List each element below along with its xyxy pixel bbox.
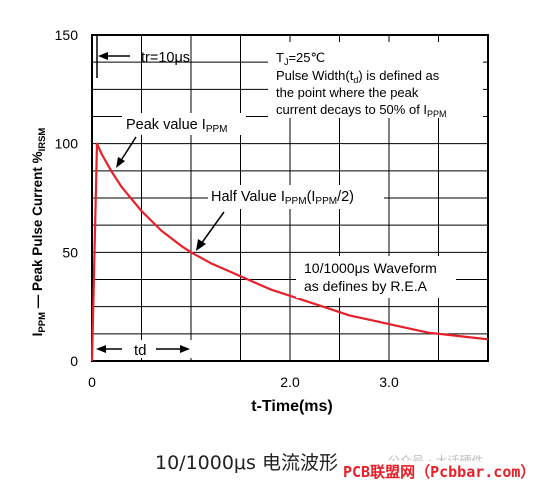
chart-frame bbox=[91, 34, 489, 362]
info-line-3: the point where the peak bbox=[276, 85, 419, 100]
series-layer bbox=[90, 142, 489, 362]
info-box bbox=[268, 42, 483, 118]
y-axis-title: IPPM — Peak Pulse Current %IRSM bbox=[30, 128, 48, 337]
y-tick-label: 50 bbox=[62, 244, 78, 260]
peak-value-label: Peak value IPPM bbox=[126, 117, 227, 135]
peak-label-bg bbox=[122, 113, 246, 135]
td-label: td bbox=[134, 342, 147, 359]
info-line-2: Pulse Width(td) is defined as bbox=[276, 68, 440, 85]
tr-label: tr=10μs bbox=[141, 50, 190, 66]
site-watermark: PCB联盟网（Pcbbar.com） bbox=[341, 461, 538, 482]
x-axis-title: t-Time(ms) bbox=[251, 398, 333, 415]
x-tick-label: 0 bbox=[88, 374, 96, 390]
td-arrowhead-left bbox=[96, 345, 106, 353]
half-value-label: Half Value IPPM(IPPM/2) bbox=[211, 189, 354, 207]
half-pointer-head bbox=[196, 239, 206, 251]
peak-pointer-head bbox=[116, 157, 125, 168]
waveform-label-bg bbox=[296, 256, 456, 298]
plot-frame bbox=[91, 34, 489, 362]
tick-labels: 0 2.0 3.0 0 50 100 150 bbox=[55, 27, 399, 390]
half-label-bg bbox=[208, 185, 384, 209]
y-tick-label: 150 bbox=[55, 27, 79, 43]
td-arrowhead-right bbox=[180, 345, 190, 353]
y-tick-label: 100 bbox=[55, 136, 79, 152]
tr-arrowhead bbox=[98, 52, 108, 60]
half-pointer bbox=[200, 211, 225, 245]
info-line-4: current decays to 50% of IPPM bbox=[276, 102, 447, 119]
waveform-label-line-1: 10/1000μs Waveform bbox=[304, 260, 437, 276]
x-tick-label: 2.0 bbox=[280, 374, 300, 390]
y-tick-label: 0 bbox=[70, 353, 78, 369]
x-tick-label: 3.0 bbox=[379, 374, 399, 390]
peak-pointer bbox=[119, 136, 137, 163]
series-line-1 bbox=[90, 142, 489, 362]
info-line-1: TJ=25℃ bbox=[276, 50, 325, 67]
figure-caption: 10/1000μs 电流波形 bbox=[155, 452, 338, 474]
waveform-label-line-2: as defines by R.E.A bbox=[304, 278, 428, 294]
td-label-bg bbox=[100, 340, 192, 358]
